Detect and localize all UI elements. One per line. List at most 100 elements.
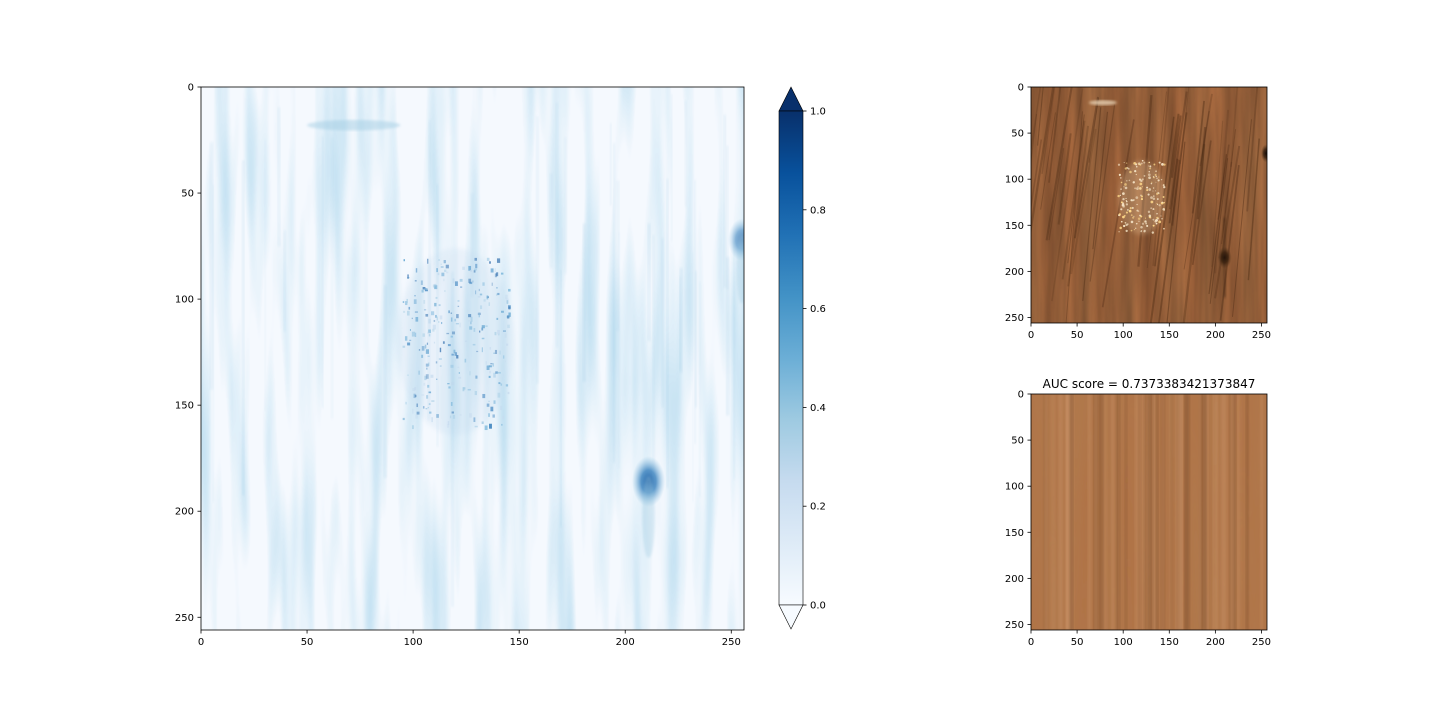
- blurred-grain: [1220, 394, 1226, 630]
- speckle-dot: [1135, 165, 1138, 168]
- y-tick-label: 250: [175, 613, 194, 624]
- wood-grain: [1179, 87, 1191, 165]
- blurred-grain: [1179, 394, 1184, 630]
- heatmap-grain: [684, 100, 687, 208]
- speckle-dot: [1149, 167, 1152, 170]
- speckle-dot: [1136, 187, 1139, 190]
- heatmap-grain: [647, 223, 651, 342]
- heatmap-axes: 0 50 100 150 200 250 0 50 100 150 200 250: [175, 83, 741, 649]
- x-tick-label: 150: [1160, 330, 1179, 341]
- x-tick-label: 50: [1071, 637, 1084, 648]
- speckle-dot: [1123, 186, 1125, 188]
- test-image-features: [1031, 87, 1267, 323]
- x-tick-label: 50: [301, 637, 314, 648]
- heatmap-grain: [549, 173, 553, 269]
- heatmap-grain: [330, 138, 334, 419]
- speckle-dot: [1126, 180, 1128, 182]
- colorbar-tick-label: 0.8: [810, 205, 826, 216]
- speckle-dot: [1125, 223, 1128, 227]
- speckle-dot: [1151, 181, 1153, 184]
- y-tick-label: 50: [1011, 436, 1024, 447]
- speckle-dot: [1151, 231, 1155, 234]
- x-tick-label: 150: [510, 637, 529, 648]
- wood-grain: [1041, 87, 1056, 174]
- speckle-dot: [1148, 176, 1151, 180]
- heatmap-grain: [733, 240, 736, 480]
- x-tick-label: 50: [1071, 330, 1084, 341]
- heatmap-grain: [661, 238, 665, 408]
- speckle-dot: [1134, 169, 1137, 173]
- wood-grain: [1196, 126, 1207, 220]
- wood-grain: [1155, 112, 1188, 323]
- speckle-dot: [1146, 186, 1149, 189]
- wood-grain: [1247, 138, 1260, 281]
- y-tick-label: 0: [188, 83, 194, 94]
- colorbar-lower-extend: [778, 604, 804, 630]
- wood-grain: [1208, 154, 1227, 295]
- blurred-grain: [1137, 394, 1141, 630]
- x-tick-label: 250: [722, 637, 741, 648]
- heatmap-grain: [609, 123, 612, 206]
- speckle-dot: [1152, 224, 1155, 227]
- speckle-dot: [1140, 162, 1143, 165]
- heatmap-frame: [200, 86, 745, 631]
- speckle-dot: [1135, 163, 1138, 166]
- speckle-dot: [1152, 208, 1155, 211]
- test-image-panel: 0 50 100 150 200 250 0 50 100 150 200 250: [1005, 83, 1271, 342]
- edge-knot: [1261, 144, 1267, 163]
- wood-grain: [1199, 93, 1213, 167]
- blurred-grain: [1111, 394, 1116, 630]
- speckle-dot: [1128, 179, 1131, 182]
- y-tick-label: 50: [181, 189, 194, 200]
- wood-grain: [1246, 87, 1259, 212]
- heatmap-grain: [470, 193, 474, 298]
- speckle-dot: [1140, 225, 1143, 229]
- wood-grain: [1191, 100, 1205, 214]
- speckle-dot: [1120, 220, 1123, 223]
- y-tick-label: 200: [1005, 267, 1024, 278]
- heatmap-grain: [698, 281, 701, 498]
- wood-grain: [1073, 96, 1099, 239]
- heatmap-grain: [209, 141, 214, 390]
- heatmap-speck: [492, 414, 495, 418]
- speckle-dot: [1141, 178, 1144, 181]
- blurred-grain: [1183, 394, 1188, 630]
- heatmap-speck: [502, 415, 505, 420]
- blurred-grain: [1232, 394, 1237, 630]
- colorbar-tick-label: 0.0: [810, 601, 826, 612]
- wood-grain: [1037, 87, 1045, 146]
- speckle-dot: [1162, 196, 1165, 198]
- speckle-dot: [1137, 210, 1140, 212]
- speckle-dot: [1122, 192, 1125, 195]
- heatmap-speck: [415, 268, 418, 273]
- speckle-dot: [1155, 170, 1157, 172]
- heatmap-grain: [427, 264, 431, 421]
- wood-grain: [1217, 144, 1230, 220]
- speckle-dot: [1135, 173, 1137, 176]
- speckle-dot: [1158, 161, 1161, 164]
- heatmap-grain: [383, 285, 387, 479]
- x-tick-label: 250: [1252, 637, 1271, 648]
- colorbar-tick-label: 0.4: [810, 403, 826, 414]
- y-tick-label: 250: [1005, 313, 1024, 324]
- blurred-grain: [1201, 394, 1206, 630]
- wood-grain: [1168, 91, 1188, 210]
- wood-grain: [1232, 119, 1252, 317]
- speckle-dot: [1163, 227, 1165, 230]
- heatmap-speck: [496, 272, 499, 277]
- heatmap-blob-tail: [736, 235, 744, 304]
- speckle-dot: [1154, 173, 1157, 176]
- speckle-dot: [1139, 187, 1142, 190]
- blurred-grain: [1096, 394, 1101, 630]
- speckle-dot: [1146, 224, 1149, 228]
- speckle-dot: [1155, 219, 1157, 222]
- x-tick-label: 150: [1160, 637, 1179, 648]
- speckle-dot: [1117, 194, 1120, 198]
- wood-grain: [1171, 159, 1181, 226]
- speckle-dot: [1118, 231, 1120, 233]
- speckle-dot: [1153, 195, 1155, 197]
- speckle-dot: [1157, 191, 1160, 195]
- heatmap-grain: [616, 180, 620, 331]
- y-tick-label: 250: [1005, 620, 1024, 631]
- heatmap-grain: [725, 257, 730, 416]
